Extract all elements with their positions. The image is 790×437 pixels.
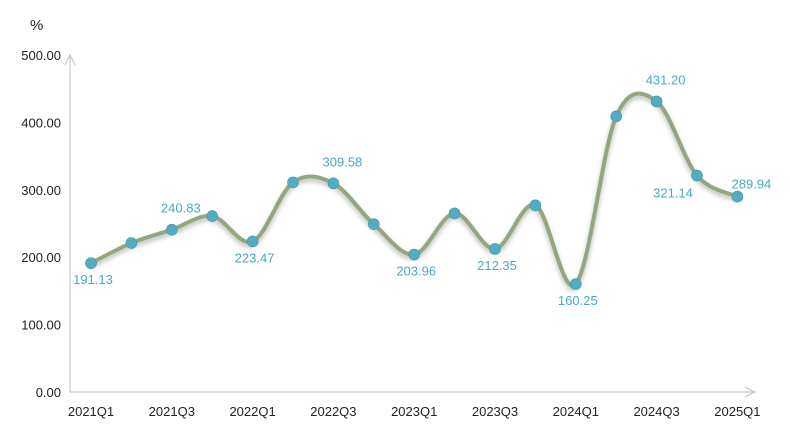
data-label: 289.94 — [732, 177, 772, 192]
data-point — [367, 218, 380, 230]
data-point — [166, 223, 178, 236]
data-label: 431.20 — [646, 72, 686, 87]
y-tick-label: 500.00 — [21, 48, 61, 63]
y-tick-label: 200.00 — [21, 250, 61, 265]
y-tick-label: 400.00 — [21, 115, 61, 130]
x-tick-label: 2023Q3 — [472, 404, 518, 419]
data-point — [287, 176, 299, 189]
x-tick-label: 2023Q1 — [391, 404, 437, 419]
y-axis-unit: % — [30, 17, 43, 34]
data-label: 309.58 — [323, 154, 363, 169]
data-label: 321.14 — [653, 186, 693, 201]
y-tick-label: 100.00 — [21, 318, 61, 333]
data-point — [327, 177, 340, 190]
data-point — [731, 190, 744, 203]
x-tick-label: 2024Q1 — [553, 404, 599, 419]
data-markers — [85, 95, 744, 290]
data-point — [125, 237, 138, 249]
x-tick-label: 2022Q1 — [229, 404, 275, 419]
x-tick-label: 2024Q3 — [633, 404, 679, 419]
data-label: 203.96 — [396, 264, 436, 279]
x-tick-label: 2022Q3 — [310, 404, 356, 419]
data-point — [529, 199, 542, 212]
data-label: 160.25 — [558, 293, 598, 308]
data-point — [489, 243, 501, 255]
axes — [64, 53, 757, 398]
y-tick-labels: 0.00 100.00 200.00 300.00 400.00 500.00 — [21, 48, 61, 400]
y-tick-label: 300.00 — [21, 183, 61, 198]
data-point — [206, 210, 218, 222]
data-label: 223.47 — [235, 250, 275, 265]
y-tick-label: 0.00 — [36, 385, 61, 400]
data-point — [569, 278, 582, 290]
data-point — [691, 169, 703, 182]
data-point — [408, 248, 421, 261]
data-point — [650, 95, 663, 108]
data-labels: 191.13 240.83 223.47 309.58 203.96 212.35 160.… — [73, 72, 771, 308]
data-label: 240.83 — [161, 201, 201, 216]
data-point — [85, 257, 97, 269]
x-tick-labels: 2021Q1 2021Q3 2022Q1 2022Q3 2023Q1 2023Q3 2024… — [68, 404, 761, 419]
y-axis-arrow — [64, 53, 76, 66]
data-label: 191.13 — [73, 272, 113, 287]
x-tick-label: 2025Q1 — [714, 404, 760, 419]
x-tick-label: 2021Q3 — [149, 404, 195, 419]
data-label: 212.35 — [477, 258, 517, 273]
data-point — [448, 207, 461, 220]
data-point — [246, 235, 259, 248]
data-point — [610, 110, 623, 123]
x-tick-label: 2021Q1 — [68, 404, 114, 419]
x-axis-arrow — [744, 386, 757, 398]
